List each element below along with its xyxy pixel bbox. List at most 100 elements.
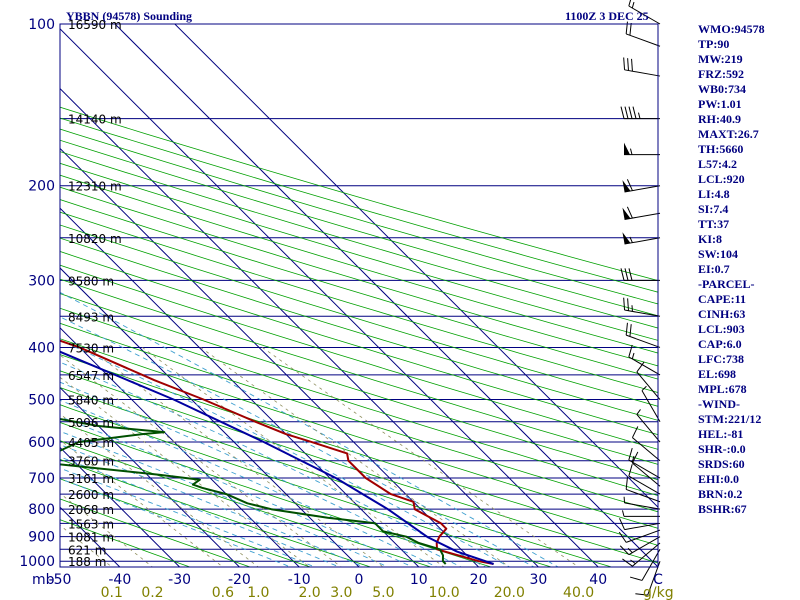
height-label: 10820 m: [68, 232, 122, 246]
index-line: SW:104: [698, 247, 739, 261]
isotherm-label: 0: [355, 572, 364, 588]
isotherm-0: [60, 267, 360, 567]
isotherm-label: -50: [49, 572, 72, 588]
wind-barb: [620, 268, 660, 281]
wind-barb: [619, 518, 661, 531]
height-label: 1081 m: [68, 531, 114, 545]
dry-adiabat: [60, 151, 658, 329]
height-label: 188 m: [68, 555, 106, 569]
dry-adiabat: [60, 338, 658, 529]
index-line: LFC:738: [698, 352, 744, 366]
isotherm--60: [0, 0, 17, 583]
pressure-label: 1000: [19, 554, 55, 570]
dry-adiabat: [60, 139, 658, 317]
dry-adiabat: [60, 322, 658, 513]
wind-barb: [625, 322, 661, 348]
wind-barb: [624, 142, 660, 156]
index-line: LI:4.8: [698, 187, 730, 201]
index-line: EI:0.7: [698, 262, 730, 276]
dry-adiabat: [60, 211, 658, 393]
dry-adiabat: [60, 404, 553, 567]
isotherm-60: [174, 24, 658, 508]
dry-adiabat: [60, 458, 372, 567]
wind-barb: [636, 361, 661, 400]
plot-frame: [59, 23, 659, 568]
mixing-ratio-line: [60, 413, 259, 567]
isotherm--10: [60, 327, 300, 567]
moist-adiabat: [60, 478, 292, 567]
wind-barb: [623, 57, 661, 77]
dry-adiabat: [60, 237, 658, 421]
dry-adiabat: [60, 128, 658, 305]
mixing-ratio-label: 1.0: [247, 585, 269, 600]
mixing-ratio-label: 3.0: [330, 585, 352, 600]
index-line: -PARCEL-: [698, 277, 755, 291]
dry-adiabat: [60, 440, 433, 567]
isotherm-label: -40: [108, 572, 131, 588]
wind-barb: [622, 232, 661, 245]
dry-adiabat: [60, 224, 658, 407]
wind-barb: [623, 297, 661, 317]
height-label: 4405 m: [68, 436, 114, 450]
height-label: 1563 m: [68, 517, 114, 531]
isotherm-label: -10: [288, 572, 311, 588]
index-line: EL:698: [698, 367, 737, 381]
height-label: 12310 m: [68, 180, 122, 194]
index-line: FRZ:592: [698, 67, 744, 81]
dry-adiabat: [60, 199, 658, 380]
index-line: MPL:678: [698, 382, 747, 396]
pressure-unit-label: mb: [32, 572, 55, 588]
wind-barb: [622, 542, 661, 567]
pressure-label: 500: [28, 393, 55, 409]
index-line: RH:40.9: [698, 112, 741, 126]
index-line: LCL:903: [698, 322, 745, 336]
isotherm-label: 40: [589, 572, 607, 588]
moist-adiabat: [60, 291, 560, 567]
mixing-ratio-label: 10.0: [429, 585, 460, 600]
index-line: MW:219: [698, 52, 743, 66]
index-line: CINH:63: [698, 307, 746, 321]
index-line: SRDS:60: [698, 457, 745, 471]
mixing-ratio-line: [200, 347, 510, 567]
height-label: 16590 m: [68, 18, 122, 32]
mixing-ratio-line: [60, 439, 224, 567]
moist-adiabat: [60, 416, 414, 567]
wind-barb: [629, 549, 661, 581]
pressure-label: 200: [28, 179, 55, 195]
wind-barb: [622, 206, 661, 220]
wind-barb: [622, 179, 661, 193]
wind-barb: [625, 477, 661, 503]
pressure-label: 900: [28, 530, 55, 546]
height-label: 2068 m: [68, 503, 114, 517]
mixing-ratio-line: [60, 376, 311, 567]
dry-adiabat: [60, 498, 252, 567]
wind-barb: [631, 426, 661, 462]
index-line: LCL:920: [698, 172, 745, 186]
index-line: BSHR:67: [698, 502, 747, 516]
height-label: 7530 m: [68, 341, 114, 355]
dry-adiabat: [60, 293, 658, 481]
index-line: WB0:734: [698, 82, 746, 96]
background-grid: [0, 0, 658, 583]
dry-adiabat: [60, 186, 658, 367]
mixing-ratio-label: 0.1: [101, 585, 123, 600]
index-line: EHI:0.0: [698, 472, 740, 486]
index-line: PW:1.01: [698, 97, 742, 111]
isotherm--30: [60, 446, 181, 567]
height-label: 8493 m: [68, 310, 114, 324]
index-line: KI:8: [698, 232, 722, 246]
index-line: TP:90: [698, 37, 730, 51]
height-label: 3760 m: [68, 455, 114, 469]
height-label: 2600 m: [68, 488, 114, 502]
dry-adiabat: [60, 162, 658, 341]
index-line: CAP:6.0: [698, 337, 742, 351]
dry-adiabat: [60, 519, 192, 567]
isotherm-label: 10: [410, 572, 428, 588]
wind-barb: [641, 385, 661, 423]
mixing-ratio-label: 0.6: [212, 585, 234, 600]
index-line: STM:221/12: [698, 412, 762, 426]
height-label: 6547 m: [68, 369, 114, 383]
mixing-unit-label: g/kg: [643, 585, 674, 600]
wind-barb: [620, 106, 660, 120]
